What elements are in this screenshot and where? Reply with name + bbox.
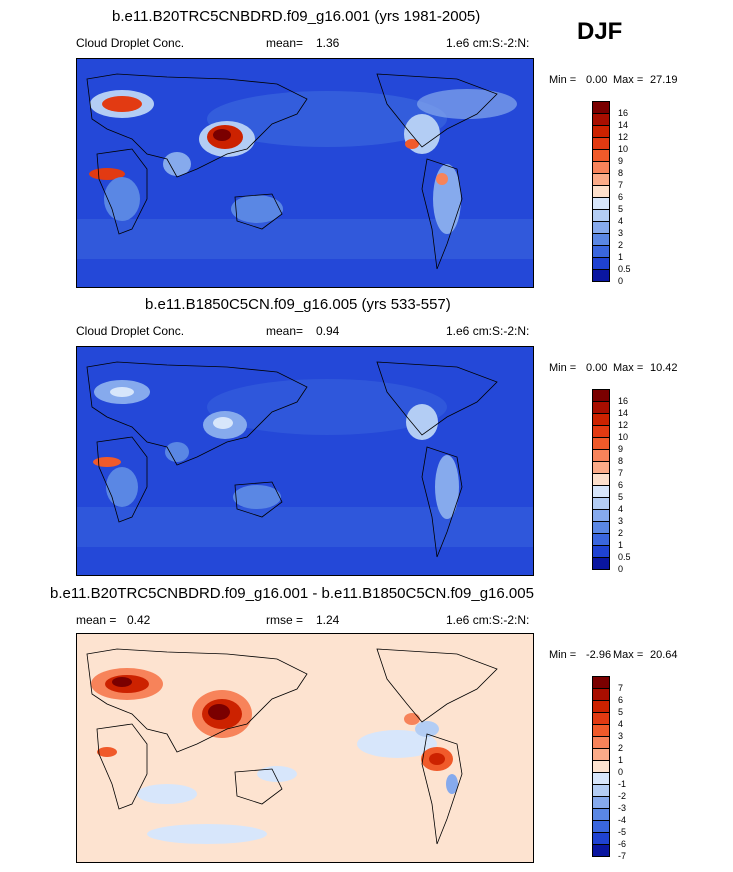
colorbar-tick-label: 12 [618,132,629,142]
colorbar-tick-label: 8 [618,456,624,466]
panel-3-rmse-label: rmse = [266,613,304,627]
colorbar-tick-label: 3 [618,516,624,526]
panel-3-rmse-value: 1.24 [316,613,340,627]
panel-3-min-value: -2.96 [586,649,612,661]
colorbar-tick-label: 6 [618,480,624,490]
panel-3-mean-value: 0.42 [127,613,151,627]
panel-1-max-label: Max = [613,74,644,86]
season-label: DJF [577,18,623,45]
colorbar-swatch [592,557,610,570]
colorbar-tick-label: 5 [618,492,624,502]
panel-1-mean-value: 1.36 [316,36,340,50]
panel-3-map [76,633,534,863]
colorbar-tick-label: 0.5 [618,264,631,274]
colorbar-tick-label: 12 [618,420,629,430]
panel-3-title: b.e11.B20TRC5CNBDRD.f09_g16.001 - b.e11.… [50,585,534,602]
colorbar-tick-label: -2 [618,791,627,801]
colorbar-tick-label: 14 [618,408,629,418]
colorbar-tick-label: 0 [618,564,624,574]
panel-2-mean-label: mean= [266,324,304,338]
colorbar-tick-label: 14 [618,120,629,130]
colorbar-tick-label: 0 [618,276,624,286]
colorbar-tick-label: 4 [618,504,624,514]
colorbar-tick-label: 4 [618,719,624,729]
panel-3-mean-label: mean = [76,613,117,627]
panel-2-map-svg [77,347,533,575]
panel-1-title: b.e11.B20TRC5CNBDRD.f09_g16.001 (yrs 198… [112,8,481,25]
panel-1-mean-label: mean= [266,36,304,50]
colorbar-tick-label: 2 [618,240,624,250]
panel-2-units: 1.e6 cm:S:-2:N: [446,324,530,338]
colorbar-tick-label: 2 [618,528,624,538]
colorbar-swatch [592,269,610,282]
panel-1-min-value: 0.00 [586,74,608,86]
colorbar-tick-label: 4 [618,216,624,226]
colorbar-tick-label: 7 [618,180,624,190]
panel-3-min-label: Min = [549,649,577,661]
colorbar-tick-label: 9 [618,444,624,454]
colorbar-tick-label: 6 [618,192,624,202]
colorbar-tick-label: 10 [618,432,629,442]
colorbar-tick-label: 9 [618,156,624,166]
colorbar-tick-label: 5 [618,707,624,717]
colorbar-tick-label: -4 [618,815,627,825]
colorbar-tick-label: -7 [618,851,627,861]
colorbar-tick-label: 5 [618,204,624,214]
panel-1-variable: Cloud Droplet Conc. [76,36,185,50]
panel-2-variable: Cloud Droplet Conc. [76,324,185,338]
colorbar-tick-label: 1 [618,540,624,550]
panel-2-mean-value: 0.94 [316,324,340,338]
panel-3-units: 1.e6 cm:S:-2:N: [446,613,530,627]
panel-1-map [76,58,534,288]
panel-1-units: 1.e6 cm:S:-2:N: [446,36,530,50]
colorbar-tick-label: -1 [618,779,627,789]
colorbar-tick-label: 10 [618,144,629,154]
colorbar-tick-label: -6 [618,839,627,849]
colorbar-tick-label: 1 [618,252,624,262]
colorbar-tick-label: 6 [618,695,624,705]
panel-2-max-label: Max = [613,362,644,374]
panel-3-map-svg [77,634,533,862]
colorbar-tick-label: 8 [618,168,624,178]
colorbar-tick-label: 3 [618,228,624,238]
colorbar-swatch [592,844,610,857]
colorbar-tick-label: -3 [618,803,627,813]
colorbar-tick-label: 2 [618,743,624,753]
colorbar-tick-label: 16 [618,396,629,406]
panel-3-colorbar: 7 6 5 4 3 2 1 0 -1 -2 -3 -4 -5 -6 -7 [592,676,652,861]
colorbar-tick-label: 1 [618,755,624,765]
colorbar-tick-label: 7 [618,683,624,693]
panel-1-map-svg [77,59,533,287]
panel-3-max-value: 20.64 [650,649,678,661]
colorbar-tick-label: 16 [618,108,629,118]
colorbar-tick-label: 0.5 [618,552,631,562]
panel-2-min-label: Min = [549,362,577,374]
colorbar-tick-label: 0 [618,767,624,777]
panel-2-title: b.e11.B1850C5CN.f09_g16.005 (yrs 533-557… [145,296,451,313]
colorbar-tick-label: 7 [618,468,624,478]
panel-2-colorbar: 16 14 12 10 9 8 7 6 5 4 3 2 1 0.5 0 [592,389,652,574]
colorbar-tick-label: -5 [618,827,627,837]
panel-3-max-label: Max = [613,649,644,661]
panel-1-colorbar: 16 14 12 10 9 8 7 6 5 4 3 2 1 0.5 0 [592,101,652,286]
panel-2-map [76,346,534,576]
panel-1-min-label: Min = [549,74,577,86]
panel-2-max-value: 10.42 [650,362,678,374]
panel-2-min-value: 0.00 [586,362,608,374]
colorbar-tick-label: 3 [618,731,624,741]
panel-1-max-value: 27.19 [650,74,678,86]
